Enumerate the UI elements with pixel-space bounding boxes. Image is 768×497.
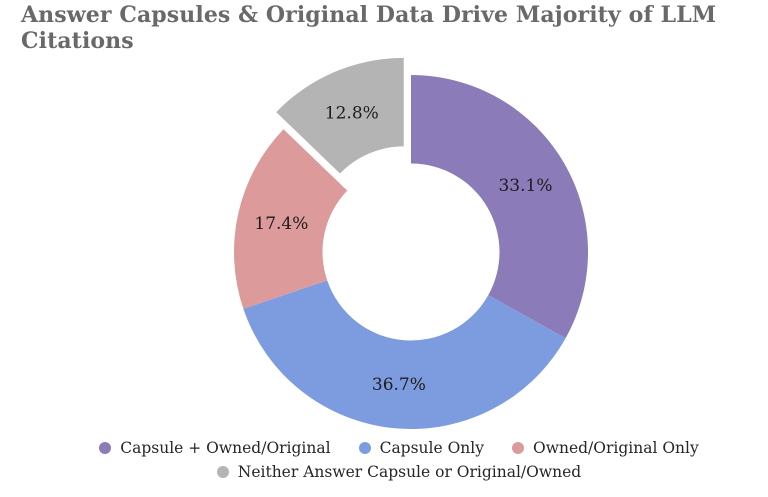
slice-label-neither-capsule-or-owned: 12.8% [325, 104, 379, 124]
legend-label: Neither Answer Capsule or Original/Owned [237, 463, 582, 481]
legend-label: Capsule + Owned/Original [120, 439, 331, 457]
slice-capsule-only [243, 280, 566, 430]
legend-item-capsule-plus-owned-original: Capsule + Owned/Original [99, 437, 331, 459]
legend-item-neither-capsule-or-owned: Neither Answer Capsule or Original/Owned [216, 461, 582, 483]
legend-swatch-gray-icon [216, 466, 229, 478]
legend-item-capsule-only: Capsule Only [358, 437, 484, 459]
slice-label-owned-original-only: 17.4% [254, 214, 308, 234]
slice-owned-original-only [233, 129, 348, 309]
slice-capsule-plus-owned-original [411, 75, 589, 339]
slice-label-capsule-plus-owned-original: 33.1% [498, 176, 552, 196]
legend: Capsule + Owned/Original Capsule Only Ow… [0, 437, 768, 483]
legend-row-1: Capsule + Owned/Original Capsule Only Ow… [99, 437, 699, 459]
legend-label: Capsule Only [379, 439, 484, 457]
slice-neither-capsule-or-owned [276, 57, 404, 174]
legend-row-2: Neither Answer Capsule or Original/Owned [216, 461, 582, 483]
legend-swatch-purple-icon [99, 442, 112, 454]
chart-title: Answer Capsules & Original Data Drive Ma… [21, 2, 717, 54]
legend-item-owned-original-only: Owned/Original Only [512, 437, 699, 459]
slice-label-capsule-only: 36.7% [372, 375, 426, 395]
legend-swatch-pink-icon [512, 442, 524, 454]
legend-label: Owned/Original Only [533, 439, 699, 457]
legend-swatch-blue-icon [358, 442, 371, 454]
